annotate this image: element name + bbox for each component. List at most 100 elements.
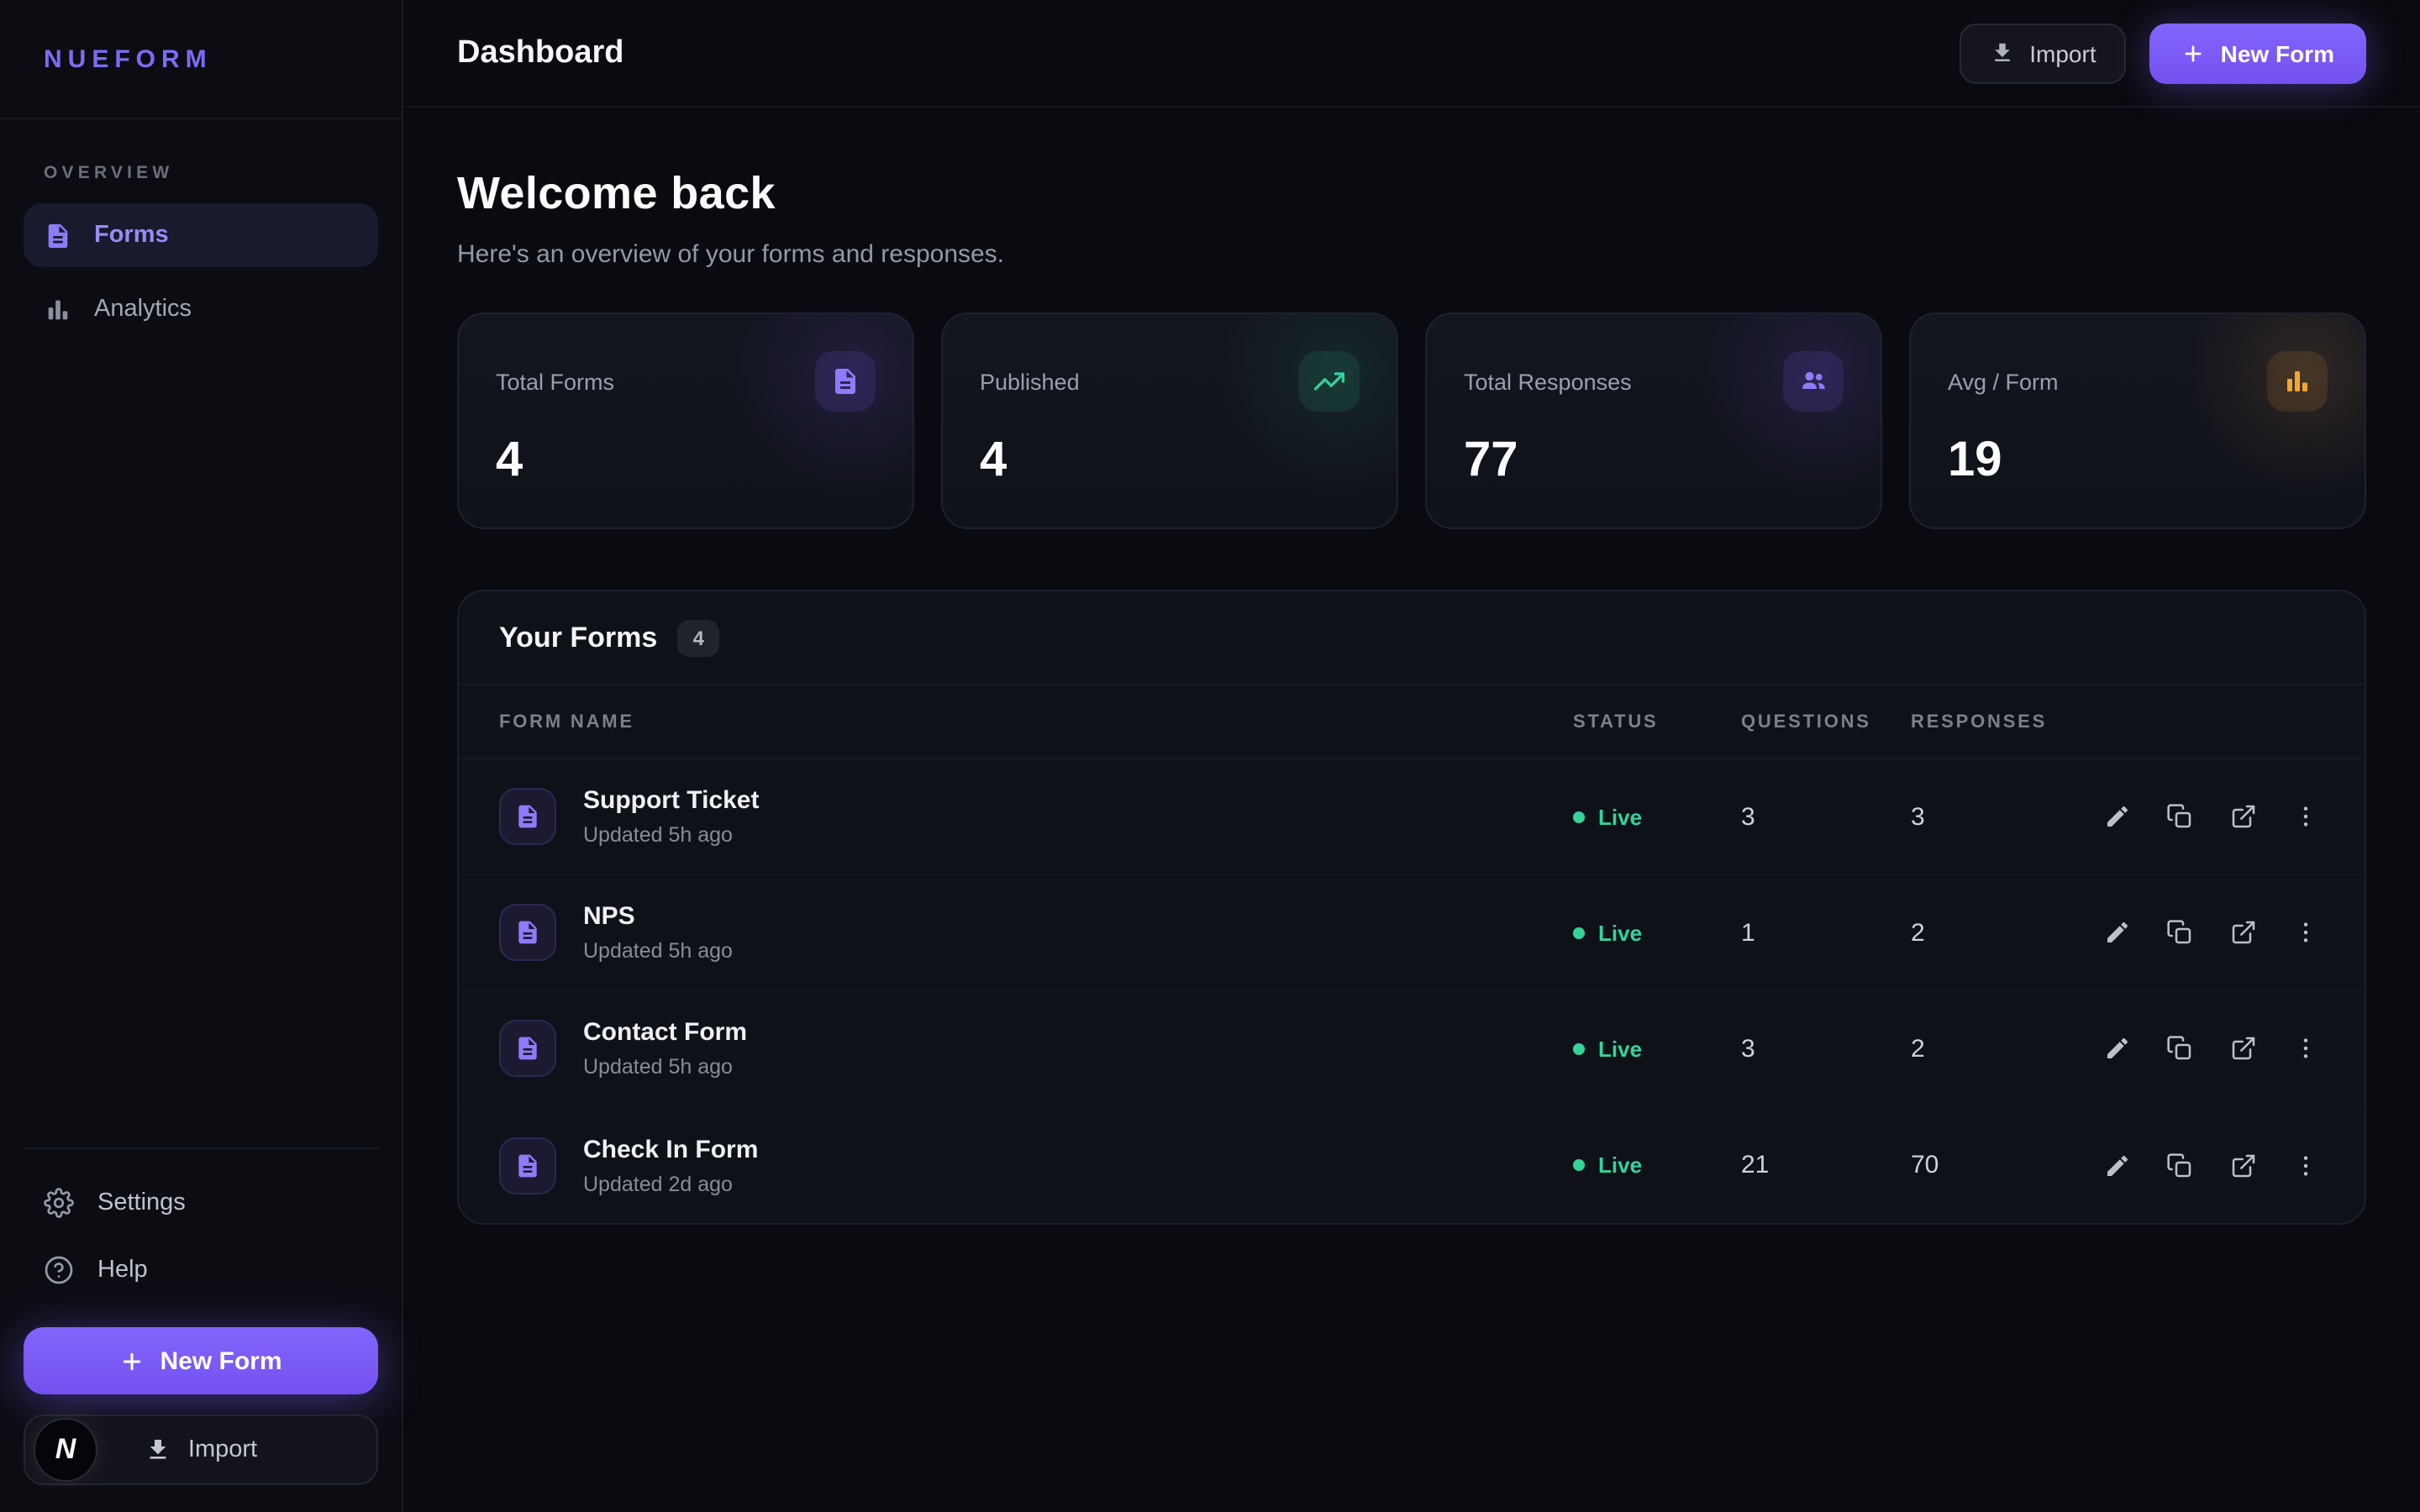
bar-chart-icon: [44, 295, 72, 323]
stat-value: 4: [496, 433, 523, 487]
pencil-icon: [2104, 919, 2131, 946]
import-button[interactable]: Import: [1959, 23, 2127, 83]
external-link-icon: [2229, 1035, 2256, 1062]
import-label: Import: [187, 1436, 258, 1463]
more-button[interactable]: [2287, 1147, 2324, 1184]
import-button-label: Import: [2029, 39, 2096, 66]
stat-card-published: Published 4: [941, 312, 1398, 529]
table-row[interactable]: NPS Updated 5h ago Live 1 2: [459, 875, 2365, 991]
stat-value: 19: [1948, 433, 2002, 487]
more-button[interactable]: [2287, 798, 2324, 835]
form-icon-tile: [499, 904, 556, 961]
more-button[interactable]: [2287, 1030, 2324, 1067]
sidebar-item-help[interactable]: Help: [24, 1236, 378, 1304]
open-button[interactable]: [2224, 1147, 2261, 1184]
more-button[interactable]: [2287, 914, 2324, 951]
sidebar-item-settings[interactable]: Settings: [24, 1169, 378, 1236]
copy-icon: [2167, 1035, 2194, 1062]
table-row[interactable]: Contact Form Updated 5h ago Live 3 2: [459, 991, 2365, 1107]
sidebar-item-label: Analytics: [94, 296, 192, 323]
copy-icon: [2167, 1152, 2194, 1179]
table-row[interactable]: Support Ticket Updated 5h ago Live 3 3: [459, 759, 2365, 875]
plus-icon: [119, 1348, 145, 1373]
document-icon: [514, 1035, 541, 1062]
top-bar: Dashboard Import New Form: [403, 0, 2420, 108]
responses-count: 2: [1911, 1034, 1925, 1063]
sidebar-footer: Settings Help New Form Impo: [0, 1124, 402, 1512]
duplicate-button[interactable]: [2162, 1030, 2199, 1067]
new-form-label: New Form: [160, 1347, 282, 1375]
edit-button[interactable]: [2099, 798, 2136, 835]
content: Welcome back Here's an overview of your …: [403, 108, 2420, 1512]
sidebar-item-forms[interactable]: Forms: [24, 203, 378, 267]
copy-icon: [2167, 919, 2194, 946]
pencil-icon: [2104, 1035, 2131, 1062]
open-button[interactable]: [2224, 914, 2261, 951]
open-button[interactable]: [2224, 1030, 2261, 1067]
sidebar-item-label: Forms: [94, 222, 169, 249]
sidebar-item-analytics[interactable]: Analytics: [24, 277, 378, 341]
stat-card-avg-form: Avg / Form 19: [1909, 312, 2366, 529]
questions-count: 21: [1741, 1151, 1770, 1179]
copy-icon: [2167, 803, 2194, 830]
column-header-form-name: FORM NAME: [499, 711, 634, 732]
responses-count: 70: [1911, 1151, 1939, 1179]
questions-count: 3: [1741, 1034, 1755, 1063]
responses-count: 2: [1911, 918, 1925, 947]
new-form-button-label: New Form: [2220, 39, 2334, 66]
stat-label: Avg / Form: [1948, 369, 2059, 394]
welcome-subheading: Here's an overview of your forms and res…: [457, 240, 1005, 269]
forms-count-badge: 4: [677, 619, 720, 656]
stat-value: 77: [1464, 433, 1518, 487]
stat-icon-tile: [1299, 351, 1360, 412]
sidebar-spacer: [0, 351, 402, 1124]
duplicate-button[interactable]: [2162, 914, 2199, 951]
stat-label: Total Forms: [496, 369, 615, 394]
download-icon: [1989, 40, 2014, 66]
live-dot: [1573, 1042, 1585, 1054]
open-button[interactable]: [2224, 798, 2261, 835]
column-header-questions: QUESTIONS: [1741, 711, 1871, 732]
pencil-icon: [2104, 803, 2131, 830]
nav-section-label: OVERVIEW: [44, 163, 174, 183]
new-form-button[interactable]: New Form: [2149, 23, 2366, 83]
new-form-button-sidebar[interactable]: New Form: [24, 1327, 378, 1394]
stat-card-total-responses: Total Responses 77: [1425, 312, 1882, 529]
duplicate-button[interactable]: [2162, 798, 2199, 835]
topbar-actions: Import New Form: [1959, 23, 2366, 83]
help-label: Help: [97, 1257, 148, 1284]
questions-count: 1: [1741, 918, 1755, 947]
stat-label: Total Responses: [1464, 369, 1632, 394]
live-dot: [1573, 811, 1585, 822]
duplicate-button[interactable]: [2162, 1147, 2199, 1184]
live-dot: [1573, 927, 1585, 938]
pencil-icon: [2104, 1152, 2131, 1179]
edit-button[interactable]: [2099, 1147, 2136, 1184]
edit-button[interactable]: [2099, 914, 2136, 951]
column-header-status: STATUS: [1573, 711, 1659, 732]
help-circle-icon: [44, 1255, 74, 1285]
external-link-icon: [2229, 919, 2256, 946]
document-icon: [514, 919, 541, 946]
document-icon: [514, 803, 541, 830]
stat-icon-tile: [2267, 351, 2328, 412]
sidebar-nav: OVERVIEW Forms Analytics: [0, 119, 402, 351]
status-badge: Live: [1573, 804, 1741, 829]
edit-button[interactable]: [2099, 1030, 2136, 1067]
trending-up-icon: [1314, 366, 1344, 396]
form-updated: Updated 5h ago: [583, 939, 733, 963]
settings-label: Settings: [97, 1189, 186, 1216]
sidebar-import-row: Import N: [24, 1415, 378, 1485]
form-name: Contact Form: [583, 1018, 747, 1047]
sidebar: NUEFORM OVERVIEW Forms Analytics: [0, 0, 403, 1512]
avatar-initial: N: [55, 1433, 76, 1465]
brand-logo: NUEFORM: [44, 45, 213, 73]
kebab-menu-icon: [2292, 803, 2319, 830]
kebab-menu-icon: [2292, 919, 2319, 946]
table-row[interactable]: Check In Form Updated 2d ago Live 21 70: [459, 1107, 2365, 1223]
avatar[interactable]: N: [34, 1418, 97, 1482]
form-name: Check In Form: [583, 1135, 759, 1163]
page-title: Dashboard: [457, 34, 624, 70]
your-forms-panel: Your Forms 4 FORM NAME STATUS QUESTIONS …: [457, 590, 2366, 1225]
